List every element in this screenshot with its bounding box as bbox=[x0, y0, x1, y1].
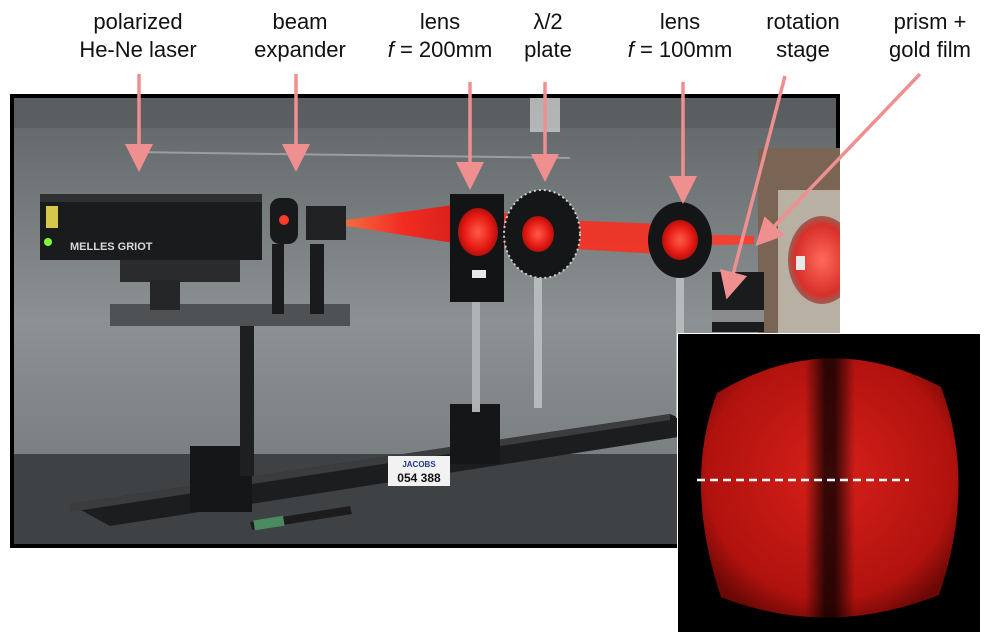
label-lens-200: lens f = 200mm bbox=[387, 9, 493, 62]
asset-tag-brand: JACOBS bbox=[402, 460, 436, 469]
label-beam-expander: beam expander bbox=[254, 9, 346, 62]
label-rotation-stage: rotation stage bbox=[766, 9, 840, 62]
asset-tag-number: 054 388 bbox=[397, 471, 441, 485]
optical-setup-photo: JACOBS 054 388 MELLES GRIOT bbox=[10, 94, 840, 548]
label-lens-100: lens f = 100mm bbox=[627, 9, 733, 62]
laser-brand-label: MELLES GRIOT bbox=[70, 241, 153, 253]
label-half-wave-plate: λ/2 plate bbox=[524, 9, 572, 62]
reflected-beam-inset bbox=[677, 333, 981, 633]
label-prism-gold-film: prism + gold film bbox=[889, 9, 971, 62]
label-laser: polarized He-Ne laser bbox=[79, 9, 197, 62]
